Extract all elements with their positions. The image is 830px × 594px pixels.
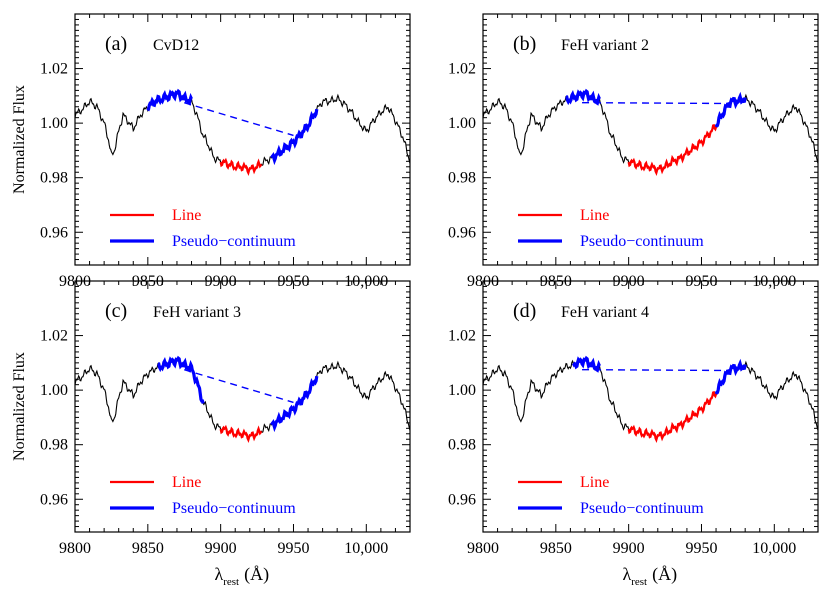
legend-line-label: Line — [580, 474, 609, 491]
pseudo-continuum-segment-1 — [565, 88, 601, 106]
y-tick-label: 1.00 — [448, 382, 476, 399]
x-tick-label: 9950 — [685, 540, 717, 557]
panel-title: FeH variant 4 — [561, 304, 649, 321]
y-tick-label: 1.02 — [40, 61, 68, 78]
y-tick-label: 0.98 — [40, 170, 68, 187]
y-tick-label: 1.00 — [448, 115, 476, 132]
x-tick-label: 9800 — [59, 540, 91, 557]
pseudo-continuum-segment-2 — [270, 108, 319, 166]
panel-title: FeH variant 3 — [153, 304, 241, 321]
y-tick-label: 1.02 — [40, 328, 68, 345]
y-tick-label: 0.96 — [448, 224, 476, 241]
x-tick-label: 9900 — [613, 540, 645, 557]
x-tick-label: 10,000 — [752, 540, 796, 557]
panel-title: CvD12 — [153, 37, 199, 54]
y-tick-label: 1.02 — [448, 61, 476, 78]
pseudo-continuum-segment-1 — [571, 355, 601, 373]
panel-c: 9800 9850 9900 9950 10,000 0.96 0.98 1.00 1.02 (c… — [11, 280, 411, 588]
line-region-segment — [219, 424, 263, 444]
pseudo-continuum-segment-2 — [270, 375, 319, 433]
line-region-segment — [627, 124, 718, 177]
legend-pseudo-label: Pseudo−continuum — [172, 500, 296, 517]
line-region-segment — [219, 157, 263, 177]
legend-line-label: Line — [172, 474, 201, 491]
spectrum-line — [75, 357, 410, 442]
y-tick-label: 0.98 — [40, 437, 68, 454]
x-tick-label: 9950 — [277, 540, 309, 557]
y-tick-label: 0.98 — [448, 437, 476, 454]
y-tick-label: 0.96 — [40, 491, 68, 508]
continuum-fit-line — [582, 368, 731, 372]
panel-title: FeH variant 2 — [561, 37, 649, 54]
legend-pseudo-label: Pseudo−continuum — [172, 233, 296, 250]
legend-pseudo-label: Pseudo−continuum — [580, 500, 704, 517]
panel-b: 980098509900995010,0000.960.981.001.02(b… — [448, 13, 819, 290]
panel-label: (d) — [513, 300, 536, 322]
y-tick-label: 1.00 — [40, 382, 68, 399]
panel-d: 9800 9850 9900 9950 10,000 0.96 0.98 1.00 1.02 (d… — [448, 280, 819, 588]
line-region-segment — [627, 391, 718, 444]
x-tick-label: 9800 — [467, 540, 499, 557]
legend-pseudo-label: Pseudo−continuum — [580, 233, 704, 250]
y-tick-label: 1.02 — [448, 328, 476, 345]
y-tick-label: 0.96 — [40, 224, 68, 241]
y-tick-label: 0.96 — [448, 491, 476, 508]
legend-line-label: Line — [580, 207, 609, 224]
pseudo-continuum-segment-2 — [714, 91, 747, 128]
y-tick-label: 1.00 — [40, 115, 68, 132]
x-axis-label: λrest (Å) — [623, 564, 678, 588]
panel-label: (a) — [105, 33, 127, 55]
y-axis-label: Normalized Flux — [11, 352, 28, 461]
spectrum-line — [483, 357, 818, 442]
legend-line-label: Line — [172, 207, 201, 224]
y-axis-label: Normalized Flux — [11, 85, 28, 194]
spectrum-line — [75, 90, 410, 175]
pseudo-continuum-segment-2 — [714, 358, 747, 395]
panel-label: (c) — [105, 300, 127, 322]
x-tick-label: 10,000 — [344, 540, 388, 557]
panel-a: 980098509900995010,0000.960.981.001.02(a… — [11, 13, 411, 290]
x-tick-label: 9850 — [132, 540, 164, 557]
pseudo-continuum-segment-1 — [157, 355, 205, 404]
x-tick-label: 9850 — [540, 540, 572, 557]
panel-label: (b) — [513, 33, 536, 55]
continuum-fit-line — [582, 101, 731, 105]
y-tick-label: 0.98 — [448, 170, 476, 187]
pseudo-continuum-segment-1 — [146, 88, 193, 112]
x-tick-label: 9900 — [205, 540, 237, 557]
x-axis-label: λrest (Å) — [215, 564, 270, 588]
spectrum-line — [483, 90, 818, 175]
